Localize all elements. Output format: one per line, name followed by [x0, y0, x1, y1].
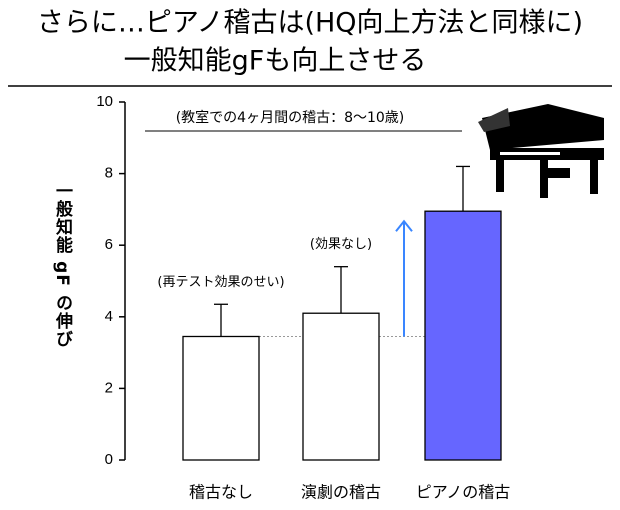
bar — [182, 335, 260, 461]
bar — [424, 210, 502, 461]
gain-arrowhead — [395, 219, 413, 232]
y-tick-label: 2 — [105, 379, 113, 396]
y-tick-label: 8 — [105, 165, 113, 182]
y-tick-label: 4 — [105, 308, 113, 325]
x-tick-label: 演劇の稽古 — [301, 483, 381, 502]
bar — [302, 312, 380, 461]
bar-note: (再テスト効果のせい) — [157, 275, 284, 290]
x-tick-label: ピアノの稽古 — [416, 483, 511, 502]
title-line: 一般知能gFも向上させる — [124, 46, 427, 77]
y-tick-label: 10 — [96, 93, 113, 110]
y-axis-label: 一般知能 gF の伸び — [52, 182, 74, 348]
x-tick-label: 稽古なし — [189, 483, 253, 502]
y-tick-label: 0 — [105, 451, 113, 468]
y-tick-label: 6 — [105, 236, 113, 253]
bar-note: (効果なし) — [310, 237, 372, 252]
piano-icon — [478, 104, 604, 198]
annotation: (教室での4ヶ月間の稽古：8〜10歳) — [176, 109, 405, 126]
title-line: さらに…ピアノ稽古は(HQ向上方法と同様に) — [37, 8, 583, 39]
